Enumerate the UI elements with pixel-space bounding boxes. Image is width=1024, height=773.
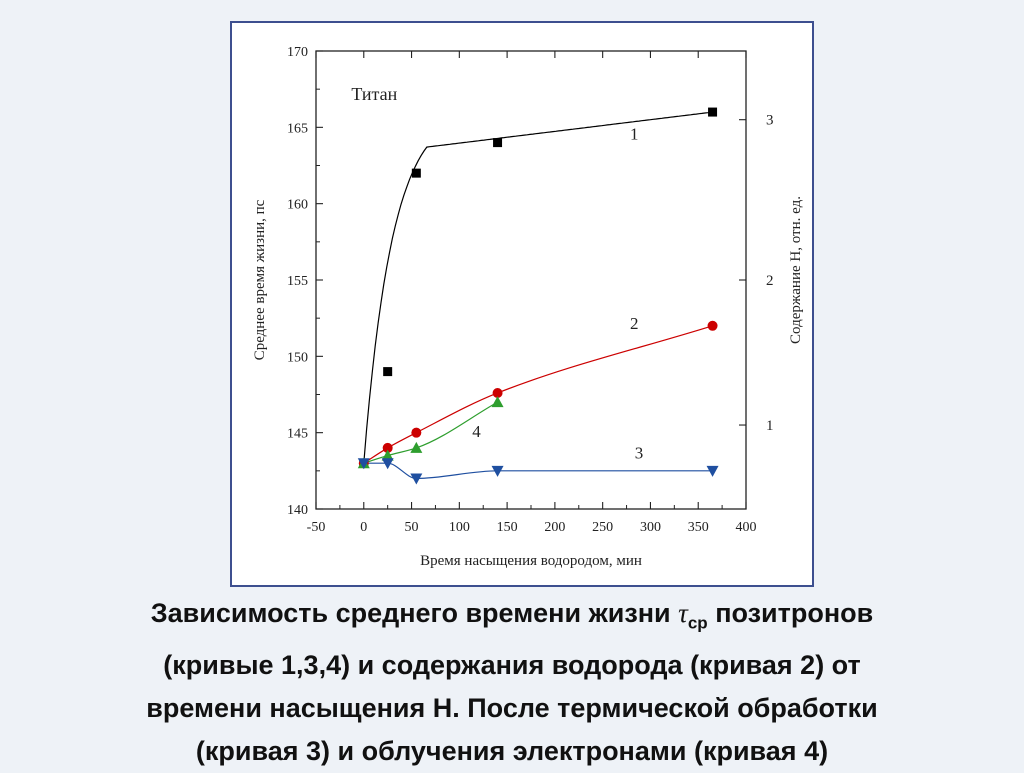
data-point-series-2	[492, 387, 503, 398]
x-tick-label: 200	[544, 520, 565, 535]
x-tick-label: 150	[497, 520, 518, 535]
y-axis-label: Среднее время жизни, пс	[252, 199, 268, 360]
x-tick-label: 300	[640, 520, 661, 535]
x-tick-label: 0	[360, 520, 367, 535]
data-point-series-4	[410, 441, 423, 453]
data-point-series-2	[382, 442, 393, 453]
data-point-series-3	[491, 465, 504, 477]
x-tick-label: 250	[592, 520, 613, 535]
data-point-series-3	[706, 465, 719, 477]
series-line-1	[363, 111, 711, 464]
data-point-series-2	[707, 320, 718, 331]
y-tick-label: 165	[287, 121, 308, 136]
y-tick-label: 140	[287, 503, 308, 518]
y2-tick-label: 1	[766, 418, 774, 434]
x-axis-label: Время насыщения водородом, мин	[420, 553, 642, 569]
chart-curves	[363, 111, 713, 480]
data-point-series-1	[411, 168, 421, 178]
curve-label-2: 2	[630, 314, 639, 333]
line-chart: -50 0 50 100 150 200 250 300 350 400 140 145 150 155 1…	[252, 45, 804, 569]
caption-tau-subscript: ср	[687, 613, 708, 633]
y2-tick-label: 3	[766, 113, 774, 129]
curve-label-1: 1	[630, 125, 639, 144]
data-point-series-4	[381, 449, 394, 461]
y-tick-label: 155	[287, 274, 308, 289]
y-tick-label: 150	[287, 350, 308, 365]
data-point-series-1	[493, 138, 503, 148]
data-point-series-1	[383, 367, 393, 377]
curve-label-4: 4	[472, 422, 481, 441]
caption-line3: времени насыщения Н. После термической о…	[146, 693, 878, 724]
chart-annotation: Титан	[351, 84, 397, 104]
caption-line1-start: Зависимость среднего времени жизни	[150, 598, 679, 628]
x-tick-label: -50	[307, 520, 326, 535]
series-line-4	[363, 401, 498, 464]
x-tick-label: 350	[688, 520, 709, 535]
plot-frame	[315, 50, 747, 510]
data-point-series-1	[708, 107, 718, 117]
x-tick-label: 400	[736, 520, 757, 535]
data-point-series-3	[410, 473, 423, 485]
caption-line1-end: позитронов	[707, 598, 874, 628]
data-point-series-3	[357, 458, 370, 470]
y-tick-label: 160	[287, 198, 308, 213]
data-point-series-4	[491, 396, 504, 408]
slide-caption: Зависимость среднего времени жизни τср п…	[20, 592, 1004, 773]
y-tick-label: 145	[287, 427, 308, 442]
y2-axis-label: Содержание H, отн. ед.	[788, 196, 804, 344]
data-point-series-2	[411, 427, 422, 438]
caption-line4: (кривая 3) и облучения электронами (крив…	[195, 736, 829, 767]
chart-labels: 1 2 4 3	[472, 125, 643, 463]
curve-label-3: 3	[635, 444, 644, 463]
chart-axes: -50 0 50 100 150 200 250 300 350 400 140 145 150 155 1…	[252, 45, 804, 569]
x-tick-label: 100	[449, 520, 470, 535]
chart-markers	[357, 107, 719, 485]
y2-tick-label: 2	[766, 273, 774, 289]
caption-tau-symbol: τ	[678, 598, 688, 628]
x-tick-label: 50	[405, 520, 419, 535]
data-point-series-3	[381, 458, 394, 470]
caption-line2: (кривые 1,3,4) и содержания водорода (кр…	[163, 650, 861, 681]
y-tick-label: 170	[287, 45, 308, 60]
chart-figure: -50 0 50 100 150 200 250 300 350 400 140 145 150 155 1…	[230, 21, 814, 587]
